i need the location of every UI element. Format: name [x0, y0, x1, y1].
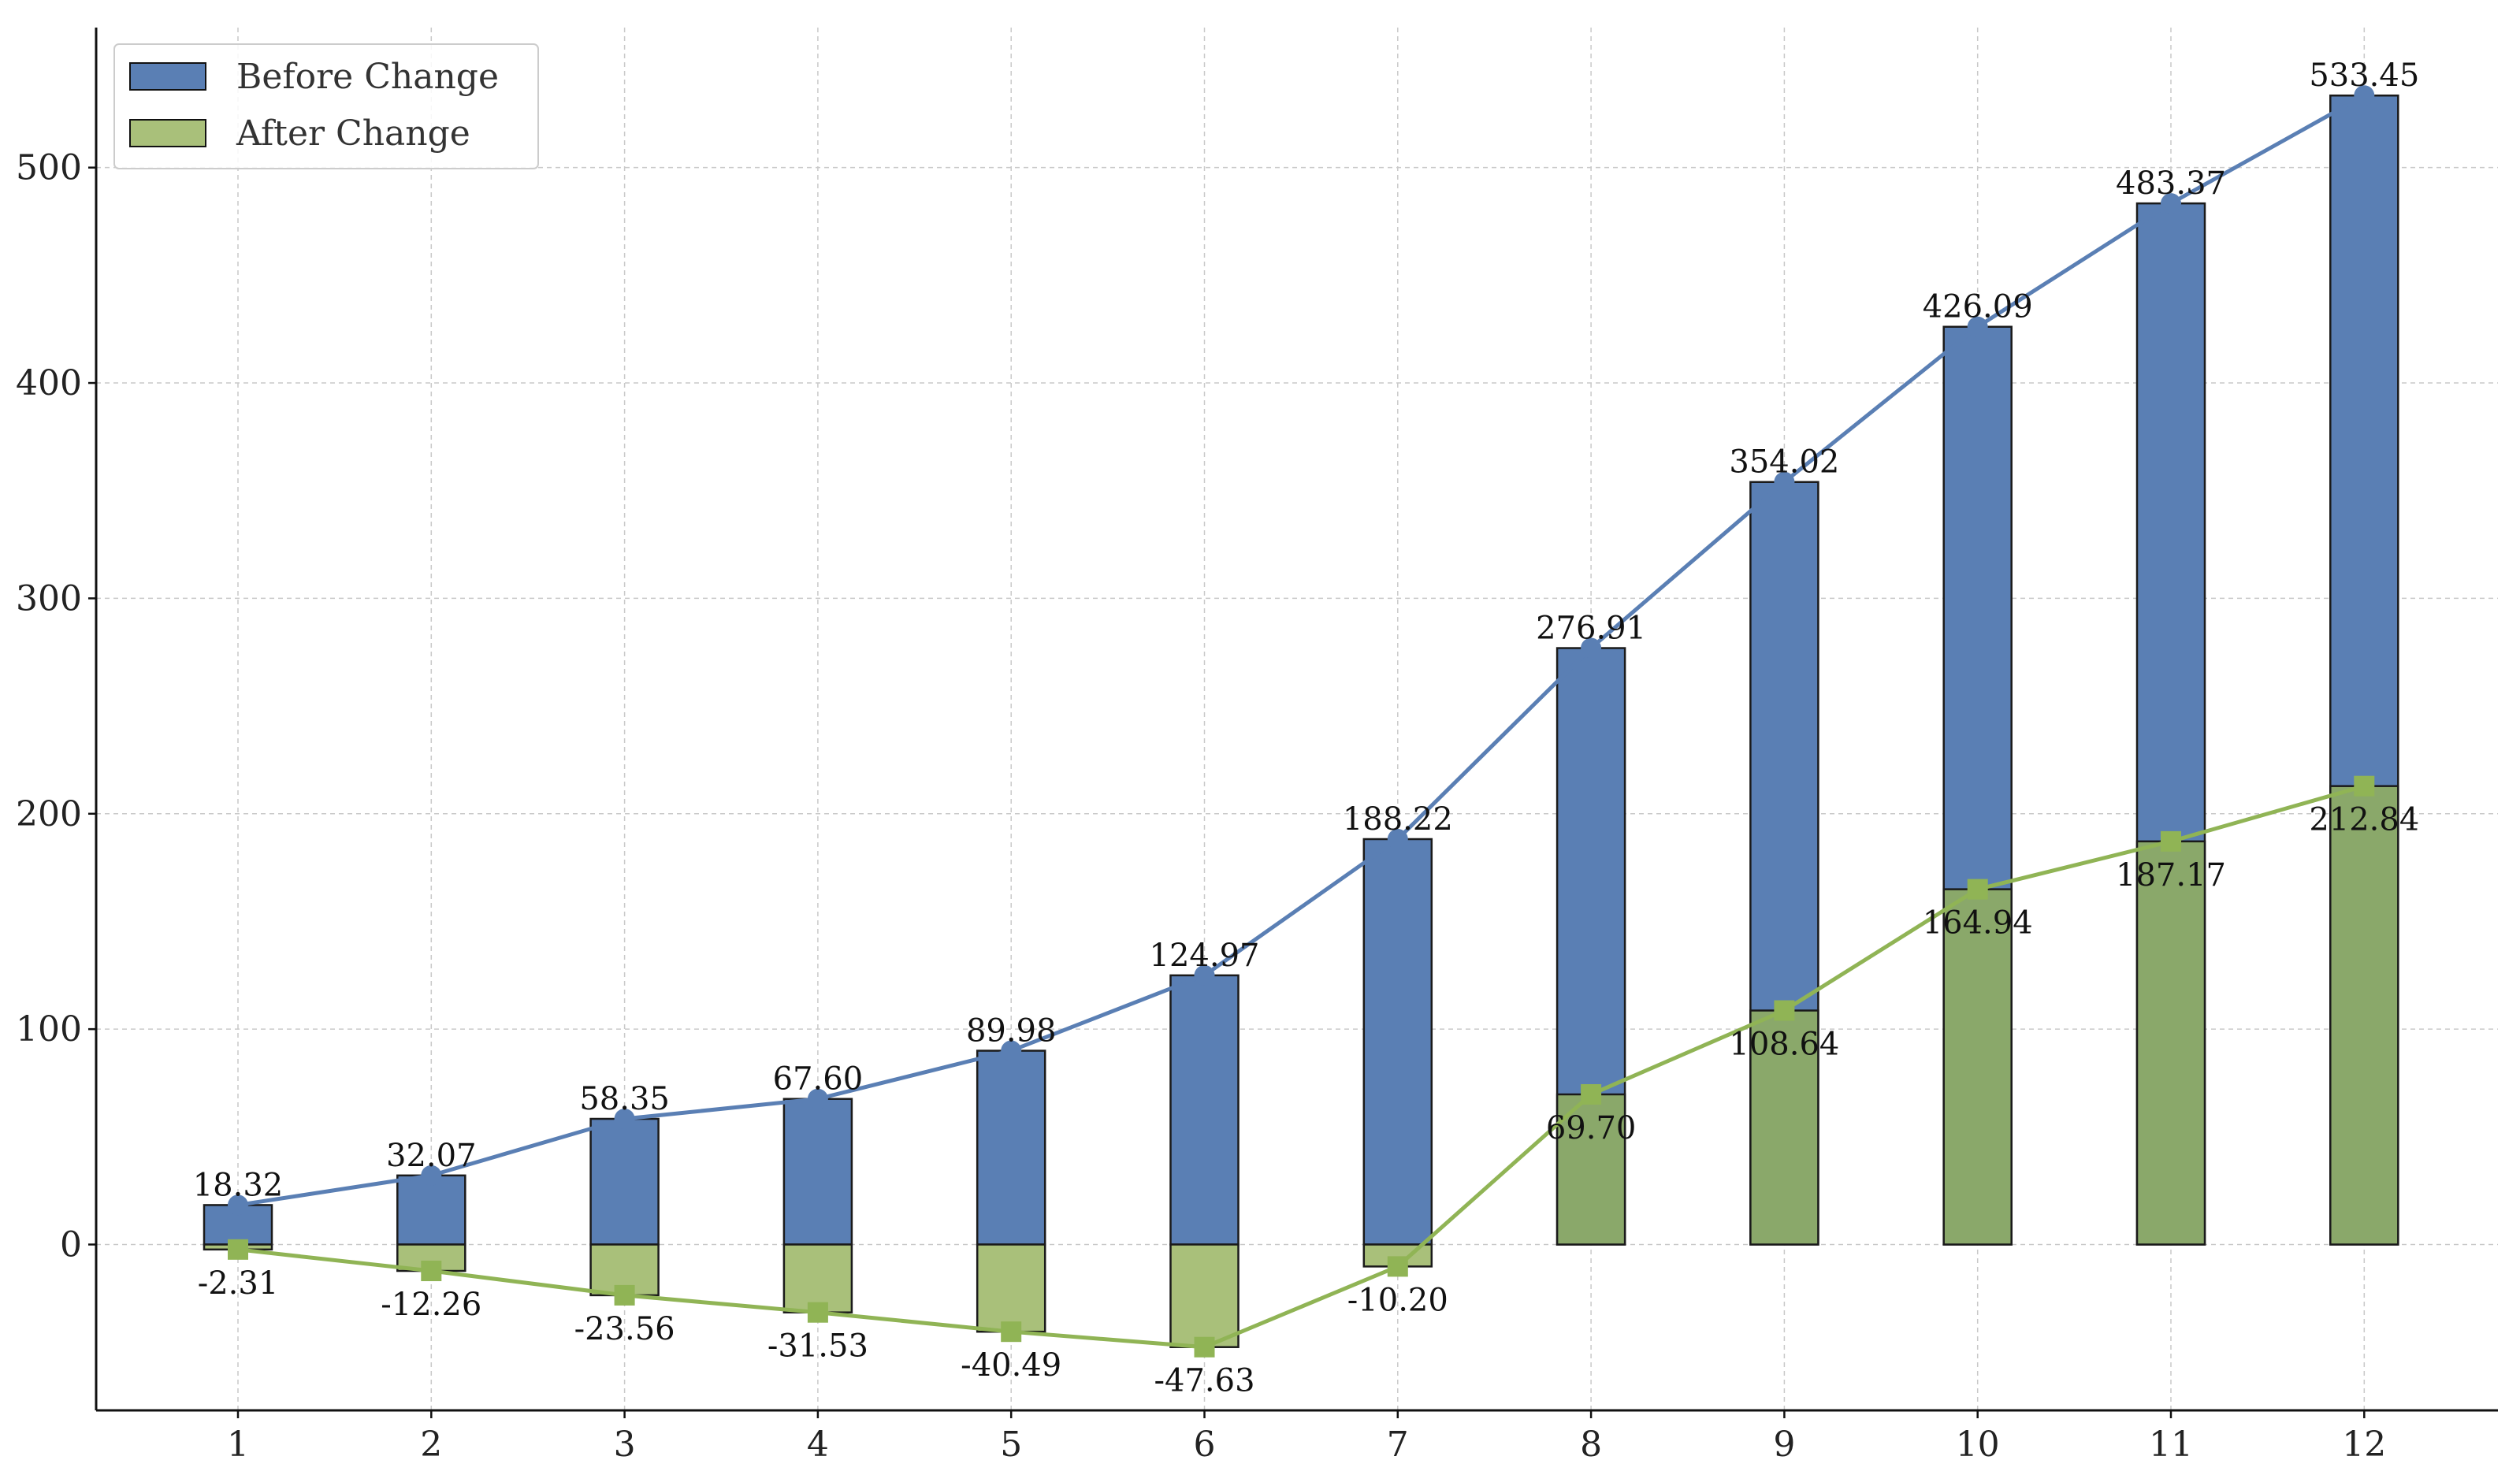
x-tick-label: 11 — [2149, 1425, 2193, 1457]
data-label-after-change: 108.64 — [1729, 1027, 1839, 1063]
y-tick-label: 300 — [16, 578, 82, 619]
marker-before-change — [421, 1165, 442, 1186]
marker-after-change — [421, 1261, 442, 1282]
bar-before-change — [1169, 974, 1240, 1246]
marker-before-change — [1581, 637, 1602, 659]
y-tick-label: 500 — [16, 148, 82, 188]
marker-after-change — [614, 1284, 635, 1306]
marker-after-change — [2161, 830, 2181, 852]
x-tick-label: 6 — [1194, 1425, 1216, 1457]
data-label-before-change: 354.02 — [1729, 444, 1839, 481]
legend-label: After Change — [236, 113, 470, 154]
legend: Before Change After Change — [113, 43, 539, 169]
data-label-before-change: 89.98 — [966, 1013, 1057, 1049]
x-tick-label: 1 — [227, 1425, 249, 1457]
data-label-before-change: 67.60 — [773, 1061, 864, 1098]
marker-before-change — [1194, 964, 1215, 986]
y-tick-label: 400 — [16, 363, 82, 403]
data-label-before-change: 188.22 — [1343, 801, 1453, 838]
marker-after-change — [228, 1239, 248, 1260]
data-label-after-change: -47.63 — [1154, 1363, 1254, 1399]
marker-after-change — [1581, 1083, 1602, 1105]
data-label-before-change: 124.97 — [1150, 938, 1260, 974]
marker-after-change — [2354, 775, 2375, 797]
marker-after-change — [1001, 1321, 1022, 1343]
bar-after-change — [2329, 785, 2399, 1246]
data-label-after-change: -31.53 — [768, 1328, 868, 1365]
bar-before-change — [396, 1174, 466, 1246]
x-tick-label: 3 — [614, 1425, 636, 1457]
data-label-after-change: 212.84 — [2309, 802, 2419, 838]
marker-before-change — [228, 1194, 248, 1216]
y-tick-label: 200 — [16, 794, 82, 834]
marker-before-change — [807, 1088, 828, 1109]
marker-before-change — [2354, 85, 2375, 106]
legend-label: Before Change — [236, 57, 499, 97]
data-label-before-change: 483.37 — [2116, 165, 2226, 202]
marker-before-change — [1001, 1040, 1022, 1061]
data-label-after-change: 164.94 — [1923, 905, 2033, 942]
legend-swatch — [129, 119, 206, 147]
marker-before-change — [2161, 193, 2181, 214]
marker-after-change — [1774, 1000, 1795, 1021]
bar-before-change — [589, 1117, 660, 1246]
bars — [203, 94, 2399, 1348]
data-label-after-change: -40.49 — [961, 1347, 1061, 1384]
data-label-before-change: 58.35 — [579, 1081, 670, 1117]
marker-after-change — [1194, 1336, 1215, 1358]
x-tick-label: 7 — [1387, 1425, 1409, 1457]
y-tick-label: 100 — [16, 1009, 82, 1049]
data-label-before-change: 533.45 — [2309, 58, 2419, 94]
x-tick-label: 12 — [2342, 1425, 2386, 1457]
data-label-before-change: 426.09 — [1923, 289, 2033, 325]
bar-after-change — [1169, 1243, 1240, 1348]
x-tick-label: 8 — [1580, 1425, 1602, 1457]
x-tick-label: 4 — [807, 1425, 829, 1457]
legend-swatch — [129, 62, 206, 91]
marker-after-change — [807, 1302, 828, 1323]
marker-before-change — [1967, 316, 1988, 337]
data-label-before-change: 276.91 — [1536, 611, 1646, 647]
y-tick-label: 0 — [60, 1225, 82, 1265]
x-tick-label: 9 — [1773, 1425, 1795, 1457]
x-tick-label: 10 — [1956, 1425, 2000, 1457]
bar-after-change — [1555, 1093, 1626, 1246]
bar-before-change — [1362, 838, 1433, 1246]
data-label-after-change: -12.26 — [381, 1287, 481, 1323]
data-label-after-change: 69.70 — [1546, 1110, 1637, 1146]
marker-after-change — [1967, 879, 1988, 900]
x-tick-label: 5 — [1000, 1425, 1022, 1457]
data-label-before-change: 18.32 — [193, 1167, 284, 1203]
marker-before-change — [1774, 471, 1795, 492]
series-lines — [228, 85, 2375, 1358]
bar-after-change — [1749, 1009, 1819, 1246]
line-before-change — [237, 94, 2366, 1207]
legend-box — [113, 43, 539, 169]
marker-before-change — [614, 1109, 635, 1130]
bar-before-change — [976, 1049, 1046, 1246]
data-label-after-change: -23.56 — [574, 1311, 675, 1347]
data-label-after-change: -2.31 — [198, 1265, 279, 1302]
bar-after-change — [1942, 888, 2013, 1246]
data-labels: 18.32 32.07 58.35 67.60 89.98 124.97 188.22 276… — [193, 58, 2420, 1399]
data-label-after-change: 187.17 — [2116, 857, 2226, 893]
data-label-after-change: -10.20 — [1347, 1282, 1448, 1318]
marker-before-change — [1387, 828, 1408, 849]
bar-before-change — [782, 1098, 853, 1246]
x-tick-label: 2 — [420, 1425, 442, 1457]
marker-after-change — [1387, 1256, 1408, 1277]
data-label-before-change: 32.07 — [386, 1138, 477, 1174]
bar-after-change — [2135, 840, 2206, 1246]
line-after-change — [237, 784, 2365, 1350]
bar-after-change — [976, 1243, 1046, 1333]
